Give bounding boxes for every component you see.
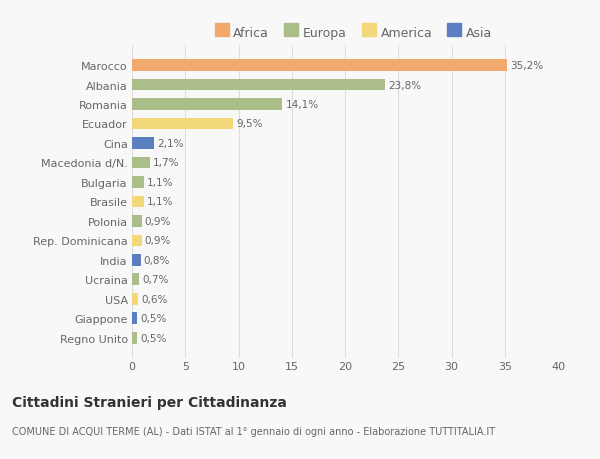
Bar <box>132 216 142 227</box>
Text: 0,5%: 0,5% <box>140 333 167 343</box>
Bar <box>132 313 137 325</box>
Bar <box>132 99 282 111</box>
Bar <box>132 274 139 285</box>
Bar <box>132 138 154 150</box>
Text: 2,1%: 2,1% <box>158 139 184 149</box>
Bar <box>132 332 137 344</box>
Text: COMUNE DI ACQUI TERME (AL) - Dati ISTAT al 1° gennaio di ogni anno - Elaborazion: COMUNE DI ACQUI TERME (AL) - Dati ISTAT … <box>12 426 495 436</box>
Bar <box>132 293 139 305</box>
Text: 0,8%: 0,8% <box>144 255 170 265</box>
Text: 1,1%: 1,1% <box>147 197 173 207</box>
Text: 0,9%: 0,9% <box>145 216 171 226</box>
Text: 0,9%: 0,9% <box>145 236 171 246</box>
Text: 23,8%: 23,8% <box>389 80 422 90</box>
Bar <box>132 196 144 208</box>
Text: 9,5%: 9,5% <box>236 119 263 129</box>
Text: Cittadini Stranieri per Cittadinanza: Cittadini Stranieri per Cittadinanza <box>12 395 287 409</box>
Bar <box>132 177 144 188</box>
Text: 1,1%: 1,1% <box>147 178 173 188</box>
Text: 1,7%: 1,7% <box>154 158 180 168</box>
Text: 0,6%: 0,6% <box>142 294 168 304</box>
Bar <box>132 118 233 130</box>
Text: 14,1%: 14,1% <box>286 100 319 110</box>
Bar <box>132 60 507 72</box>
Bar <box>132 235 142 246</box>
Legend: Africa, Europa, America, Asia: Africa, Europa, America, Asia <box>212 24 495 42</box>
Text: 0,7%: 0,7% <box>143 274 169 285</box>
Text: 0,5%: 0,5% <box>140 313 167 324</box>
Bar <box>132 157 150 169</box>
Text: 35,2%: 35,2% <box>510 61 543 71</box>
Bar <box>132 79 385 91</box>
Bar <box>132 254 140 266</box>
